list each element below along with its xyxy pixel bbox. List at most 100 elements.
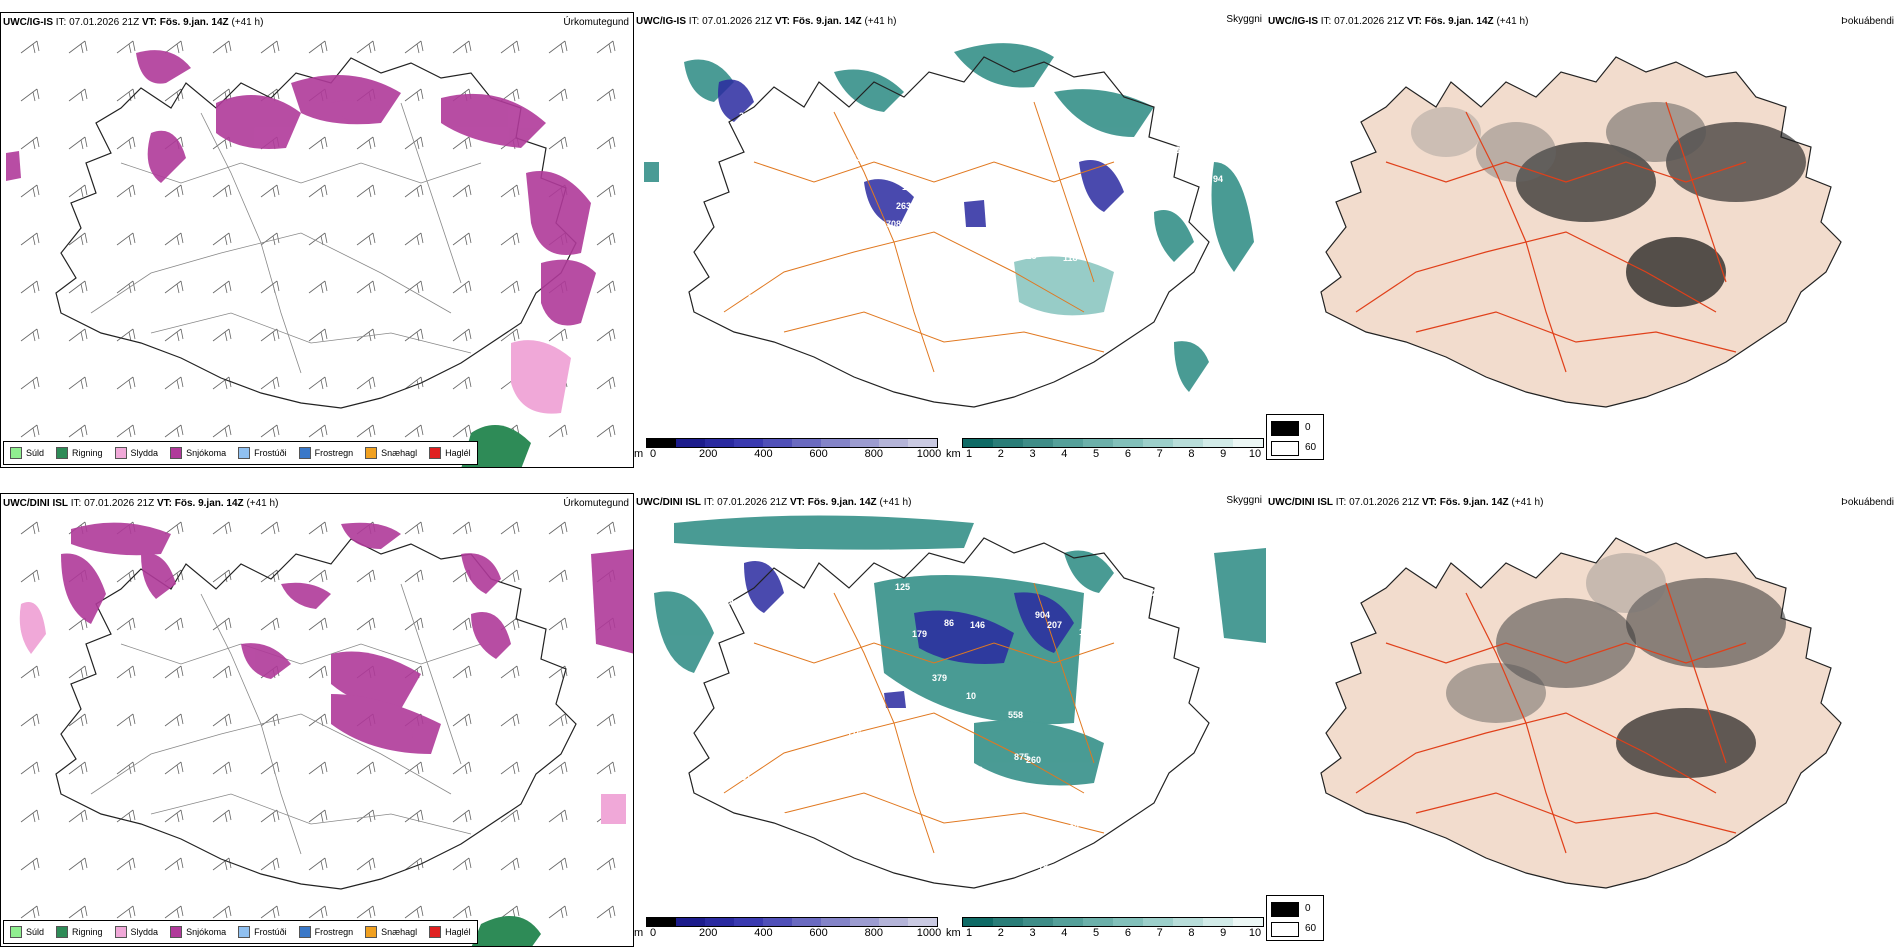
legend-item: Snjókoma	[170, 447, 226, 459]
wind-barb	[68, 905, 88, 919]
wind-barb	[404, 761, 424, 775]
wind-barb	[308, 184, 328, 198]
wind-barb	[212, 232, 232, 246]
ceiling-color-step	[908, 918, 937, 926]
wind-barb	[452, 328, 472, 342]
wind-barb	[20, 665, 40, 679]
legend-item: Frostregn	[298, 926, 353, 938]
wind-barb	[260, 617, 280, 631]
wind-barb	[20, 569, 40, 583]
wind-barb	[68, 328, 88, 342]
wind-barb	[212, 905, 232, 919]
road-line	[1415, 311, 1737, 353]
wind-barb	[20, 40, 40, 54]
variable-label: Skyggni	[1226, 14, 1262, 25]
road-line	[783, 792, 1105, 834]
panel-header: UWC/IG-IS IT: 07.01.2026 21Z VT: Fös. 9.…	[1268, 16, 1528, 27]
wind-barb	[212, 328, 232, 342]
ceiling-value-label: 904	[1035, 610, 1050, 620]
visibility-tick-label: 2	[997, 448, 1004, 460]
visibility-tick-label: 7	[1156, 448, 1163, 460]
road-network	[1355, 101, 1747, 373]
ceiling-value-label: 254	[900, 114, 915, 124]
road-line	[753, 642, 1115, 664]
ceiling-color-step	[734, 439, 763, 447]
wind-barb	[404, 136, 424, 150]
ceiling-value-label: 329	[1104, 835, 1119, 845]
wind-barb	[260, 424, 280, 438]
ceiling-color-step	[763, 918, 792, 926]
ceiling-value-label: 46	[952, 147, 962, 157]
wind-barb	[404, 232, 424, 246]
wind-barb	[308, 521, 328, 535]
road-line	[753, 161, 1115, 183]
iceland-coastline	[688, 537, 1210, 889]
wind-barb	[404, 809, 424, 823]
wind-barb	[116, 280, 136, 294]
wind-barb	[68, 809, 88, 823]
visibility-color-step	[1083, 918, 1113, 926]
ceiling-value-label: 31	[781, 811, 791, 821]
ceiling-tick-label: 200	[699, 448, 718, 460]
wind-barb	[500, 232, 520, 246]
ceiling-value-label: 80	[1213, 756, 1223, 766]
visibility-tick-label: 4	[1061, 448, 1068, 460]
legend-item: Súld	[10, 447, 44, 459]
wind-barb	[308, 40, 328, 54]
fog-min-label: 60	[1305, 923, 1317, 934]
legend-item: Súld	[10, 926, 44, 938]
ceiling-colorbar: m 0 200 400 600 800 1000	[634, 915, 944, 941]
fog-min-swatch	[1271, 441, 1299, 456]
ceiling-value-label: 12	[760, 690, 770, 700]
ceiling-value-label: 475	[751, 726, 766, 736]
wind-barb	[596, 328, 616, 342]
wind-barb	[116, 136, 136, 150]
wind-barb	[452, 376, 472, 390]
low-ceiling-areas	[744, 561, 1074, 708]
wind-barb	[20, 905, 40, 919]
wind-barb	[116, 905, 136, 919]
fog-max-swatch	[1271, 902, 1299, 917]
valid-time-label: VT:	[141, 17, 157, 28]
model-source: UWC/DINI ISL	[3, 498, 68, 509]
legend-swatch	[170, 926, 183, 938]
legend-label: Slydda	[130, 927, 159, 937]
wind-barb	[308, 761, 328, 775]
wind-barb	[404, 328, 424, 342]
ceiling-tick-label: 1000	[916, 927, 942, 939]
legend-label: Snjókoma	[186, 448, 227, 458]
wind-barb	[548, 521, 568, 535]
road-line	[783, 311, 1105, 353]
ceiling-value-label: 148	[805, 116, 820, 126]
wind-barb	[116, 232, 136, 246]
ceiling-value-label: 146	[970, 620, 985, 630]
wind-barb	[212, 424, 232, 438]
wind-barb	[164, 521, 184, 535]
wind-barb	[68, 761, 88, 775]
legend-swatch	[238, 926, 251, 938]
legend-label: Snæhagl	[381, 927, 418, 937]
ceiling-unit: m	[634, 448, 644, 460]
visibility-color-step	[1173, 439, 1203, 447]
wind-barb	[500, 761, 520, 775]
ceiling-value-label: 178	[760, 636, 775, 646]
iceland-coastline	[688, 56, 1210, 408]
road-line	[1465, 111, 1567, 373]
wind-barb	[164, 88, 184, 102]
ceiling-value-label: 20	[748, 293, 758, 303]
ceiling-color-step	[792, 439, 821, 447]
road-line	[200, 593, 302, 855]
bottom-precip-type-panel: UWC/DINI ISL IT: 07.01.2026 21Z VT: Fös.…	[0, 493, 634, 947]
ceiling-value-label: 179	[912, 629, 927, 639]
wind-barb	[20, 376, 40, 390]
iceland-land	[1320, 56, 1842, 408]
wind-barb	[356, 40, 376, 54]
legend-label: Súld	[26, 927, 45, 937]
legend-label: Snæhagl	[381, 448, 418, 458]
road-line	[120, 643, 482, 665]
wind-barb	[20, 280, 40, 294]
ceiling-value-label: 84	[982, 170, 992, 180]
ceiling-value-label: 20	[973, 765, 983, 775]
wind-barb	[20, 809, 40, 823]
visibility-tick-label: 5	[1093, 448, 1100, 460]
